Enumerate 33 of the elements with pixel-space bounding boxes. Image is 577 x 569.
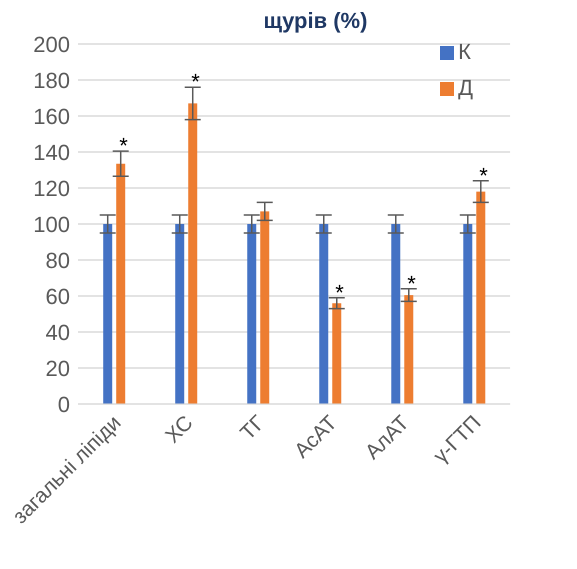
bar bbox=[463, 224, 472, 404]
legend-label: К bbox=[458, 39, 471, 64]
bar bbox=[260, 211, 270, 404]
legend-label: Д bbox=[458, 75, 473, 100]
bar bbox=[391, 224, 400, 404]
chart-title: щурів (%) bbox=[264, 8, 368, 33]
annotation: * bbox=[335, 280, 344, 305]
y-tick-label: 200 bbox=[33, 32, 70, 57]
bar bbox=[175, 224, 184, 404]
y-tick-label: 120 bbox=[33, 176, 70, 201]
y-tick-label: 20 bbox=[46, 356, 70, 381]
bar bbox=[319, 224, 328, 404]
bar bbox=[103, 224, 112, 404]
y-tick-label: 40 bbox=[46, 320, 70, 345]
bar bbox=[247, 224, 256, 404]
y-tick-label: 100 bbox=[33, 212, 70, 237]
bar bbox=[476, 192, 486, 404]
annotation: * bbox=[119, 133, 128, 158]
bar bbox=[404, 295, 414, 404]
y-tick-label: 0 bbox=[58, 392, 70, 417]
y-tick-label: 140 bbox=[33, 140, 70, 165]
bar bbox=[116, 164, 126, 404]
y-tick-label: 60 bbox=[46, 284, 70, 309]
annotation: * bbox=[407, 270, 416, 296]
x-tick-label: ХС bbox=[161, 411, 198, 448]
y-tick-label: 160 bbox=[33, 104, 70, 129]
annotation: * bbox=[479, 162, 488, 188]
annotation: * bbox=[191, 69, 200, 94]
y-tick-label: 80 bbox=[46, 248, 70, 273]
y-tick-label: 180 bbox=[33, 68, 70, 93]
bar bbox=[188, 103, 198, 404]
bar bbox=[332, 303, 342, 404]
x-tick-label: ТГ bbox=[236, 411, 270, 445]
